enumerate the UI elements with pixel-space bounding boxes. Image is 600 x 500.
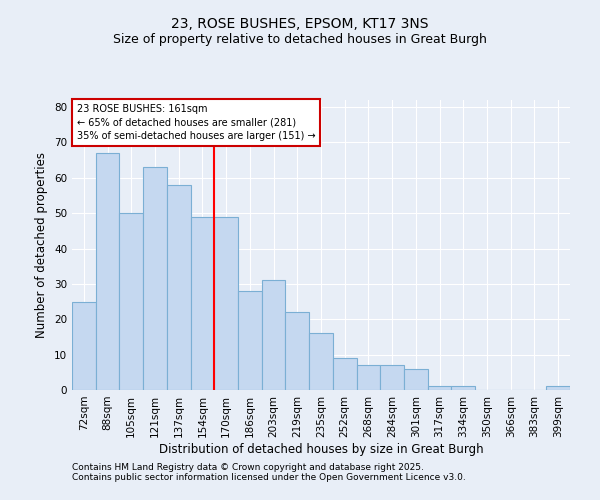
Text: Contains public sector information licensed under the Open Government Licence v3: Contains public sector information licen… [72, 474, 466, 482]
Text: 23 ROSE BUSHES: 161sqm
← 65% of detached houses are smaller (281)
35% of semi-de: 23 ROSE BUSHES: 161sqm ← 65% of detached… [77, 104, 316, 141]
Text: Size of property relative to detached houses in Great Burgh: Size of property relative to detached ho… [113, 32, 487, 46]
Bar [191, 216, 214, 390]
Bar [309, 334, 333, 390]
Bar [404, 369, 428, 390]
Bar [356, 365, 380, 390]
Text: Contains HM Land Registry data © Crown copyright and database right 2025.: Contains HM Land Registry data © Crown c… [72, 464, 424, 472]
Y-axis label: Number of detached properties: Number of detached properties [35, 152, 49, 338]
Bar [167, 185, 191, 390]
Bar [96, 153, 119, 390]
Bar [286, 312, 309, 390]
Bar [380, 365, 404, 390]
Text: 23, ROSE BUSHES, EPSOM, KT17 3NS: 23, ROSE BUSHES, EPSOM, KT17 3NS [171, 18, 429, 32]
Bar [428, 386, 451, 390]
Bar [214, 216, 238, 390]
Bar [333, 358, 356, 390]
Bar [72, 302, 96, 390]
Bar [119, 213, 143, 390]
Bar [546, 386, 570, 390]
Bar [143, 167, 167, 390]
X-axis label: Distribution of detached houses by size in Great Burgh: Distribution of detached houses by size … [158, 442, 484, 456]
Bar [451, 386, 475, 390]
Bar [262, 280, 286, 390]
Bar [238, 291, 262, 390]
